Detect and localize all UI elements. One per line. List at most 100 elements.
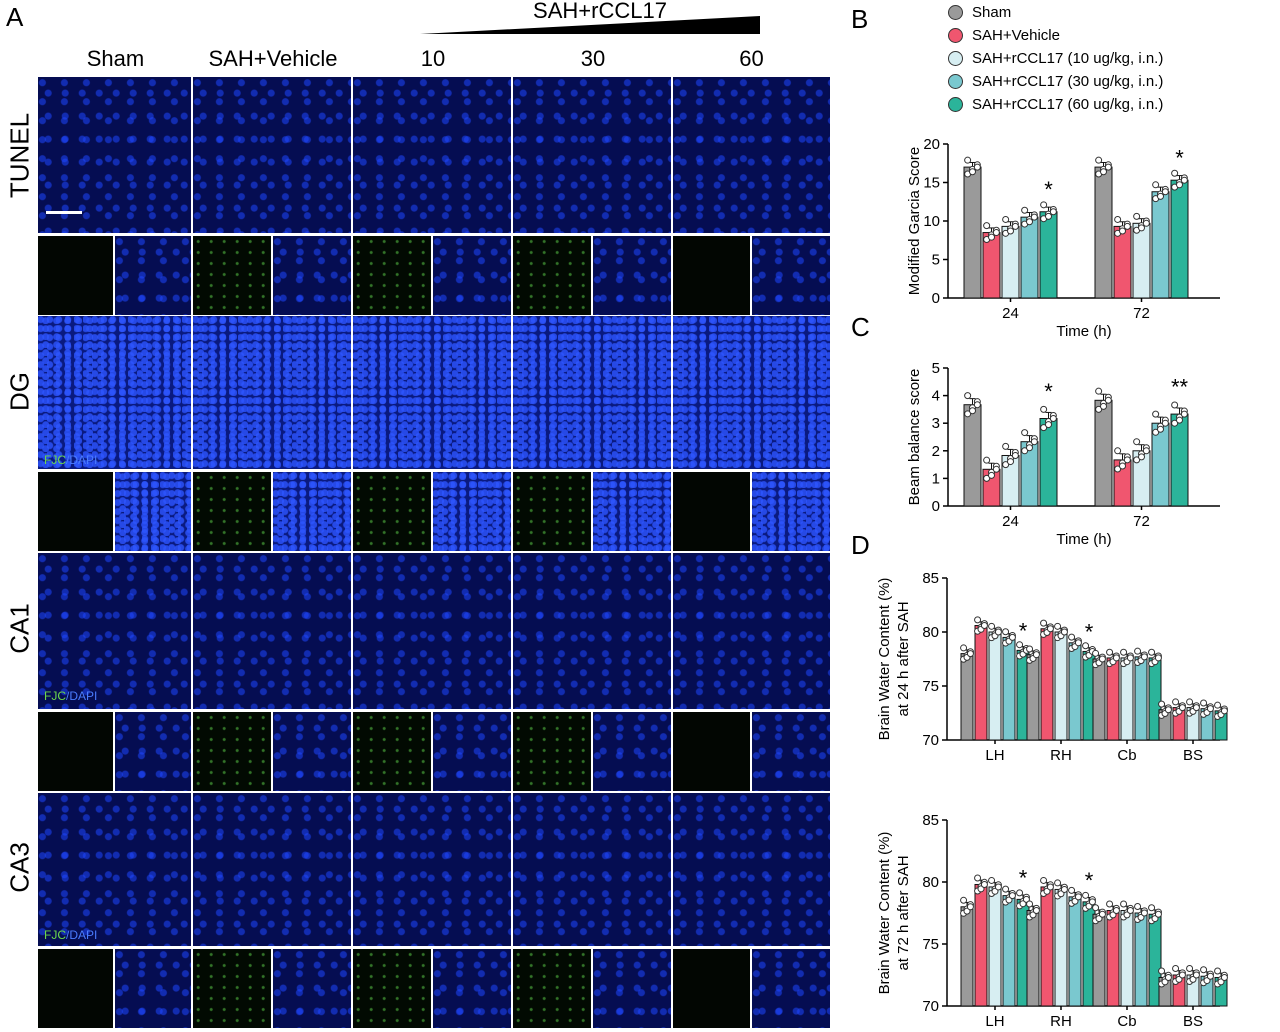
- legend-swatch: [948, 73, 963, 89]
- bar: [1026, 910, 1040, 1007]
- x-axis-label: Time (h): [1056, 531, 1111, 548]
- bar: [1151, 191, 1170, 299]
- micrograph-dg-dapi-inset-col2: [273, 472, 351, 551]
- data-point: [969, 168, 976, 176]
- data-point: [1011, 451, 1019, 459]
- bar: [1113, 225, 1132, 299]
- bar: [1092, 913, 1106, 1007]
- data-point: [988, 471, 995, 479]
- data-point: [1161, 419, 1169, 427]
- data-point: [1134, 902, 1142, 910]
- bar: [1120, 657, 1134, 741]
- y-axis-label: at 72 h after SAH: [895, 855, 912, 970]
- micrograph-ca3-dapi-inset-col4: [593, 949, 671, 1028]
- chart-d-water-24h: 70 75 80 85 Brain Water Content (%) at 24 h a…: [876, 570, 1228, 764]
- scale-bar: [46, 211, 82, 214]
- micrograph-tunel-dapi-inset-col3: [433, 236, 511, 315]
- x-tick-label: 72: [1133, 305, 1150, 322]
- stain-label-ca1: FJC/DAPI: [44, 689, 97, 703]
- micrograph-dg-dapi-inset-col3: [433, 472, 511, 551]
- data-point: [1040, 405, 1048, 413]
- data-point: [1092, 904, 1100, 912]
- data-point: [1171, 401, 1179, 409]
- y-tick-label: 70: [922, 732, 939, 749]
- data-point: [1095, 405, 1103, 413]
- micrograph-ca3-col5: [673, 793, 830, 946]
- bar: [1039, 211, 1058, 299]
- bar: [1026, 654, 1040, 741]
- significance-marker: *: [1044, 177, 1053, 202]
- micrograph-ca1-dapi-inset-col1: [115, 712, 191, 791]
- data-point: [1026, 444, 1033, 452]
- micrograph-dg-fjc-inset-col1: [38, 472, 113, 551]
- micrograph-dg-dapi-inset-col4: [593, 472, 671, 551]
- data-point: [1045, 212, 1052, 220]
- y-tick-label: 70: [922, 998, 939, 1015]
- bar: [1134, 912, 1148, 1007]
- data-point: [1114, 465, 1122, 473]
- y-tick-label: 20: [923, 136, 940, 153]
- bar: [1106, 657, 1120, 741]
- y-axis-label: Brain Water Content (%): [876, 578, 893, 741]
- column-header-10: 10: [420, 46, 446, 71]
- data-point: [1119, 227, 1126, 235]
- micrograph-ca1-dapi-inset-col2: [273, 712, 351, 791]
- data-point: [1021, 429, 1029, 437]
- data-point: [1186, 964, 1194, 972]
- data-point: [1178, 971, 1186, 979]
- data-point: [1082, 891, 1090, 899]
- data-point: [1082, 642, 1090, 650]
- data-point: [1002, 628, 1010, 636]
- data-point: [1176, 181, 1183, 189]
- y-tick-label: 2: [932, 443, 940, 460]
- bar: [1054, 888, 1068, 1007]
- data-point: [964, 410, 972, 418]
- significance-marker: *: [1175, 145, 1184, 170]
- significance-marker: **: [1171, 375, 1189, 400]
- data-point: [1095, 387, 1103, 395]
- y-tick-label: 0: [932, 498, 940, 515]
- bar: [963, 166, 982, 299]
- data-point: [1021, 206, 1029, 214]
- data-point: [1200, 966, 1208, 974]
- micrograph-dg-dapi-inset-col5: [752, 472, 830, 551]
- micrograph-tunel-col2: [193, 77, 351, 233]
- micrograph-dg-fjc-inset-col4: [513, 472, 591, 551]
- stain-label-dg: FJC/DAPI: [44, 453, 97, 467]
- legend-swatch: [948, 96, 963, 112]
- data-point: [988, 622, 996, 630]
- data-point: [1123, 456, 1131, 464]
- y-tick-label: 85: [922, 570, 939, 587]
- data-point: [992, 229, 1000, 237]
- data-point: [1148, 648, 1156, 656]
- bar: [1134, 656, 1148, 741]
- micrograph-ca3-col1: [38, 793, 191, 946]
- micrograph-ca3-dapi-inset-col3: [433, 949, 511, 1028]
- data-point: [983, 474, 991, 482]
- legend-item: Sham: [948, 2, 1011, 22]
- data-point: [983, 456, 991, 464]
- data-point: [980, 880, 988, 888]
- data-point: [1026, 645, 1034, 653]
- bar: [974, 625, 988, 741]
- significance-marker: *: [1085, 868, 1094, 893]
- micrograph-ca3-col2: [193, 793, 351, 946]
- micrograph-tunel-fjc-inset-col2: [193, 236, 271, 315]
- y-tick-label: 1: [932, 470, 940, 487]
- micrograph-tunel-col1: [38, 77, 191, 233]
- micrograph-ca1-col3: [353, 553, 511, 709]
- data-point: [960, 896, 968, 904]
- legend-label: Sham: [972, 3, 1012, 21]
- data-point: [1074, 639, 1082, 647]
- micrograph-dg-dapi-inset-col1: [115, 472, 191, 551]
- data-point: [1100, 402, 1107, 410]
- significance-marker: *: [1085, 619, 1094, 644]
- data-point: [1045, 421, 1052, 429]
- stain-label-fjc: FJC: [44, 928, 66, 942]
- data-point: [1068, 633, 1076, 641]
- data-point: [1106, 900, 1114, 908]
- data-point: [1002, 885, 1010, 893]
- micrograph-ca1-fjc-inset-col3: [353, 712, 431, 791]
- stain-label-ca3: FJC/DAPI: [44, 928, 97, 942]
- x-tick-label: 24: [1002, 305, 1019, 322]
